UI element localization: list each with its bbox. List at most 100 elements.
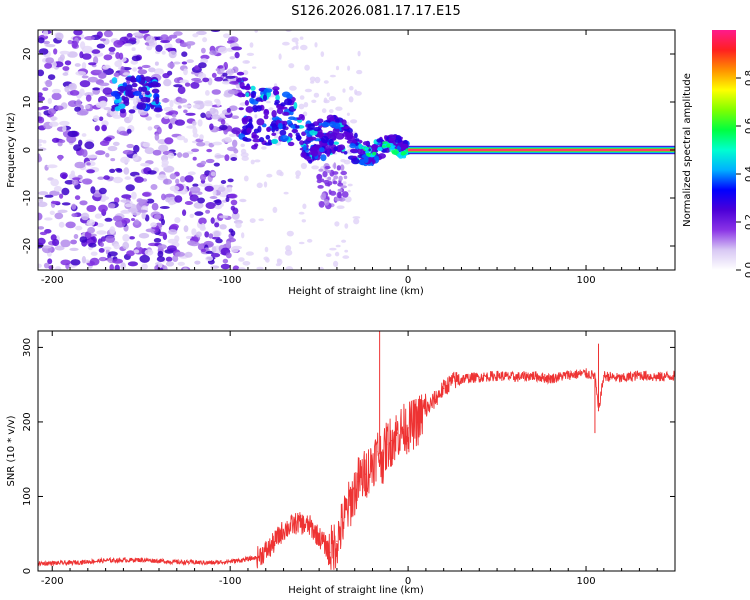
noise-blob [304, 64, 310, 71]
band-blob [287, 141, 295, 147]
noise-blob [174, 195, 183, 203]
noise-blob [157, 174, 167, 181]
noise-blob [205, 209, 211, 214]
noise-blob [95, 150, 106, 156]
noise-blob [121, 217, 131, 224]
noise-blob [200, 223, 206, 230]
noise-blob [55, 32, 64, 41]
noise-blob [44, 194, 54, 198]
noise-blob [302, 111, 308, 117]
noise-blob [210, 265, 220, 269]
noise-blob [151, 202, 159, 211]
noise-blob [57, 209, 68, 213]
noise-blob [252, 66, 257, 69]
noise-blob [41, 245, 52, 249]
noise-blob [329, 109, 334, 114]
noise-blob [81, 133, 87, 137]
noise-blob [62, 125, 67, 132]
noise-blob [109, 51, 115, 55]
noise-blob [38, 107, 44, 111]
snr-point [478, 376, 480, 378]
noise-blob [88, 62, 97, 66]
noise-blob [227, 146, 237, 152]
noise-blob [108, 46, 116, 53]
noise-blob [38, 226, 45, 230]
spectrogram-y-ticks: -20 -10 0 10 20 [22, 48, 675, 254]
noise-blob [163, 115, 170, 120]
band-blob [372, 151, 377, 156]
colorbar: 0.0 0.2 0.4 0.6 0.8 Normalized spectral ampl… [682, 30, 750, 278]
noise-blob [165, 256, 173, 262]
band-blob [351, 157, 360, 165]
cluster-blob [136, 102, 147, 110]
band-blob [336, 191, 342, 199]
noise-blob [82, 53, 92, 60]
noise-blob [263, 181, 268, 188]
noise-blob [165, 47, 177, 52]
noise-blob [182, 209, 187, 216]
band-blob [317, 118, 324, 124]
noise-blob [43, 262, 50, 269]
x-tick-label: -100 [219, 275, 242, 286]
noise-blob [214, 222, 220, 228]
noise-blob [165, 111, 174, 116]
noise-blob [200, 248, 207, 253]
noise-blob [131, 55, 141, 62]
noise-blob [227, 186, 233, 193]
noise-blob [146, 198, 155, 204]
noise-blob [137, 209, 148, 213]
noise-blob [246, 52, 255, 57]
noise-blob [186, 125, 197, 129]
noise-blob [103, 30, 113, 38]
noise-blob [299, 95, 305, 100]
noise-blob [250, 159, 255, 165]
noise-blob [226, 68, 235, 76]
noise-blob [175, 178, 180, 184]
band-blob [266, 127, 271, 132]
band-blob [300, 152, 307, 158]
noise-blob [94, 125, 100, 132]
noise-blob [193, 100, 204, 105]
noise-blob [335, 106, 343, 111]
noise-blob [211, 246, 217, 253]
noise-blob [278, 53, 282, 60]
noise-blob [175, 251, 185, 257]
noise-blob [124, 203, 133, 208]
band-blob [263, 114, 269, 120]
noise-blob [86, 154, 98, 159]
band-blob [389, 146, 395, 151]
noise-blob [71, 203, 77, 210]
noise-blob [64, 180, 75, 185]
noise-blob [285, 245, 292, 252]
noise-blob [54, 266, 62, 270]
band-blob [274, 126, 279, 132]
noise-blob [329, 74, 336, 78]
noise-blob [225, 196, 230, 202]
band-blob [344, 136, 353, 140]
noise-blob [96, 43, 106, 49]
band-blob [327, 176, 332, 181]
noise-blob [155, 44, 163, 52]
noise-blob [209, 50, 218, 56]
band-blob [263, 94, 267, 102]
noise-blob [323, 97, 328, 103]
cluster-blob [150, 81, 159, 88]
noise-blob [182, 267, 188, 270]
band-blob [371, 144, 378, 149]
noise-blob [161, 193, 166, 201]
noise-blob [341, 239, 347, 243]
noise-blob [148, 67, 156, 73]
noise-blob [124, 176, 132, 180]
noise-blob [220, 119, 226, 125]
noise-blob [263, 256, 269, 261]
noise-blob [84, 92, 94, 97]
noise-blob [218, 215, 229, 219]
noise-blob [147, 126, 153, 131]
snr-point [343, 518, 345, 520]
band-blob [263, 110, 270, 116]
noise-blob [136, 240, 141, 249]
noise-blob [348, 96, 354, 103]
noise-blob [99, 140, 110, 146]
noise-blob [69, 90, 80, 96]
band-blob [255, 105, 262, 112]
